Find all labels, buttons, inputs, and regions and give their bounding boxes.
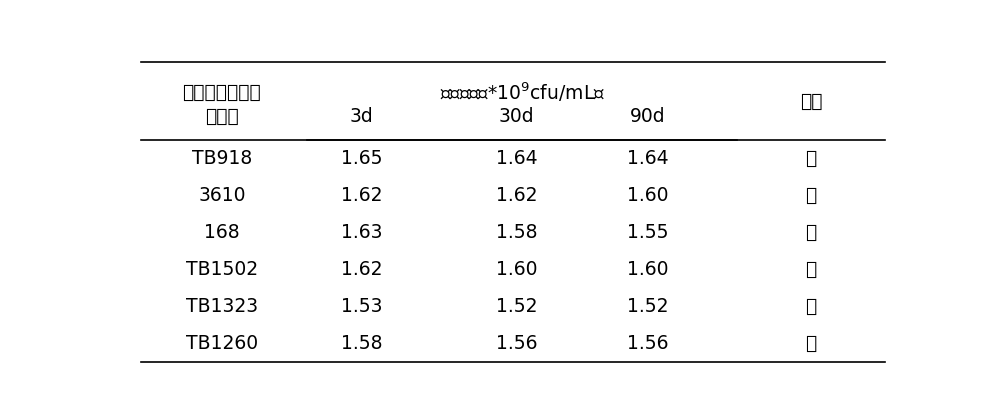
Text: 30d: 30d bbox=[499, 107, 534, 126]
Text: 无: 无 bbox=[805, 223, 816, 242]
Text: TB1323: TB1323 bbox=[186, 297, 258, 316]
Text: 1.63: 1.63 bbox=[341, 223, 382, 242]
Text: 沉淀: 沉淀 bbox=[800, 91, 822, 110]
Text: 1.53: 1.53 bbox=[341, 297, 382, 316]
Text: 90d: 90d bbox=[630, 107, 666, 126]
Text: 3610: 3610 bbox=[198, 186, 246, 205]
Text: 168: 168 bbox=[204, 223, 240, 242]
Text: 无: 无 bbox=[805, 297, 816, 316]
Text: 含有不同菌株的: 含有不同菌株的 bbox=[182, 83, 261, 102]
Text: 无: 无 bbox=[805, 334, 816, 353]
Text: 3d: 3d bbox=[350, 107, 373, 126]
Text: 1.60: 1.60 bbox=[627, 186, 669, 205]
Text: TB1502: TB1502 bbox=[186, 260, 258, 279]
Text: 1.65: 1.65 bbox=[341, 149, 382, 168]
Text: 1.62: 1.62 bbox=[496, 186, 537, 205]
Text: 1.58: 1.58 bbox=[496, 223, 537, 242]
Text: 1.64: 1.64 bbox=[627, 149, 669, 168]
Text: 无: 无 bbox=[805, 149, 816, 168]
Text: 1.55: 1.55 bbox=[627, 223, 669, 242]
Text: TB918: TB918 bbox=[192, 149, 252, 168]
Text: 1.56: 1.56 bbox=[627, 334, 669, 353]
Text: 1.52: 1.52 bbox=[496, 297, 537, 316]
Text: 1.62: 1.62 bbox=[341, 186, 382, 205]
Text: 活菌菌落（*10$^{9}$cfu/mL）: 活菌菌落（*10$^{9}$cfu/mL） bbox=[440, 80, 605, 104]
Text: 1.56: 1.56 bbox=[496, 334, 537, 353]
Text: 1.62: 1.62 bbox=[341, 260, 382, 279]
Text: 1.52: 1.52 bbox=[627, 297, 669, 316]
Text: TB1260: TB1260 bbox=[186, 334, 258, 353]
Text: 菌悬剂: 菌悬剂 bbox=[205, 107, 239, 126]
Text: 无: 无 bbox=[805, 260, 816, 279]
Text: 无: 无 bbox=[805, 186, 816, 205]
Text: 1.60: 1.60 bbox=[627, 260, 669, 279]
Text: 1.60: 1.60 bbox=[496, 260, 537, 279]
Text: 1.58: 1.58 bbox=[341, 334, 382, 353]
Text: 1.64: 1.64 bbox=[496, 149, 537, 168]
